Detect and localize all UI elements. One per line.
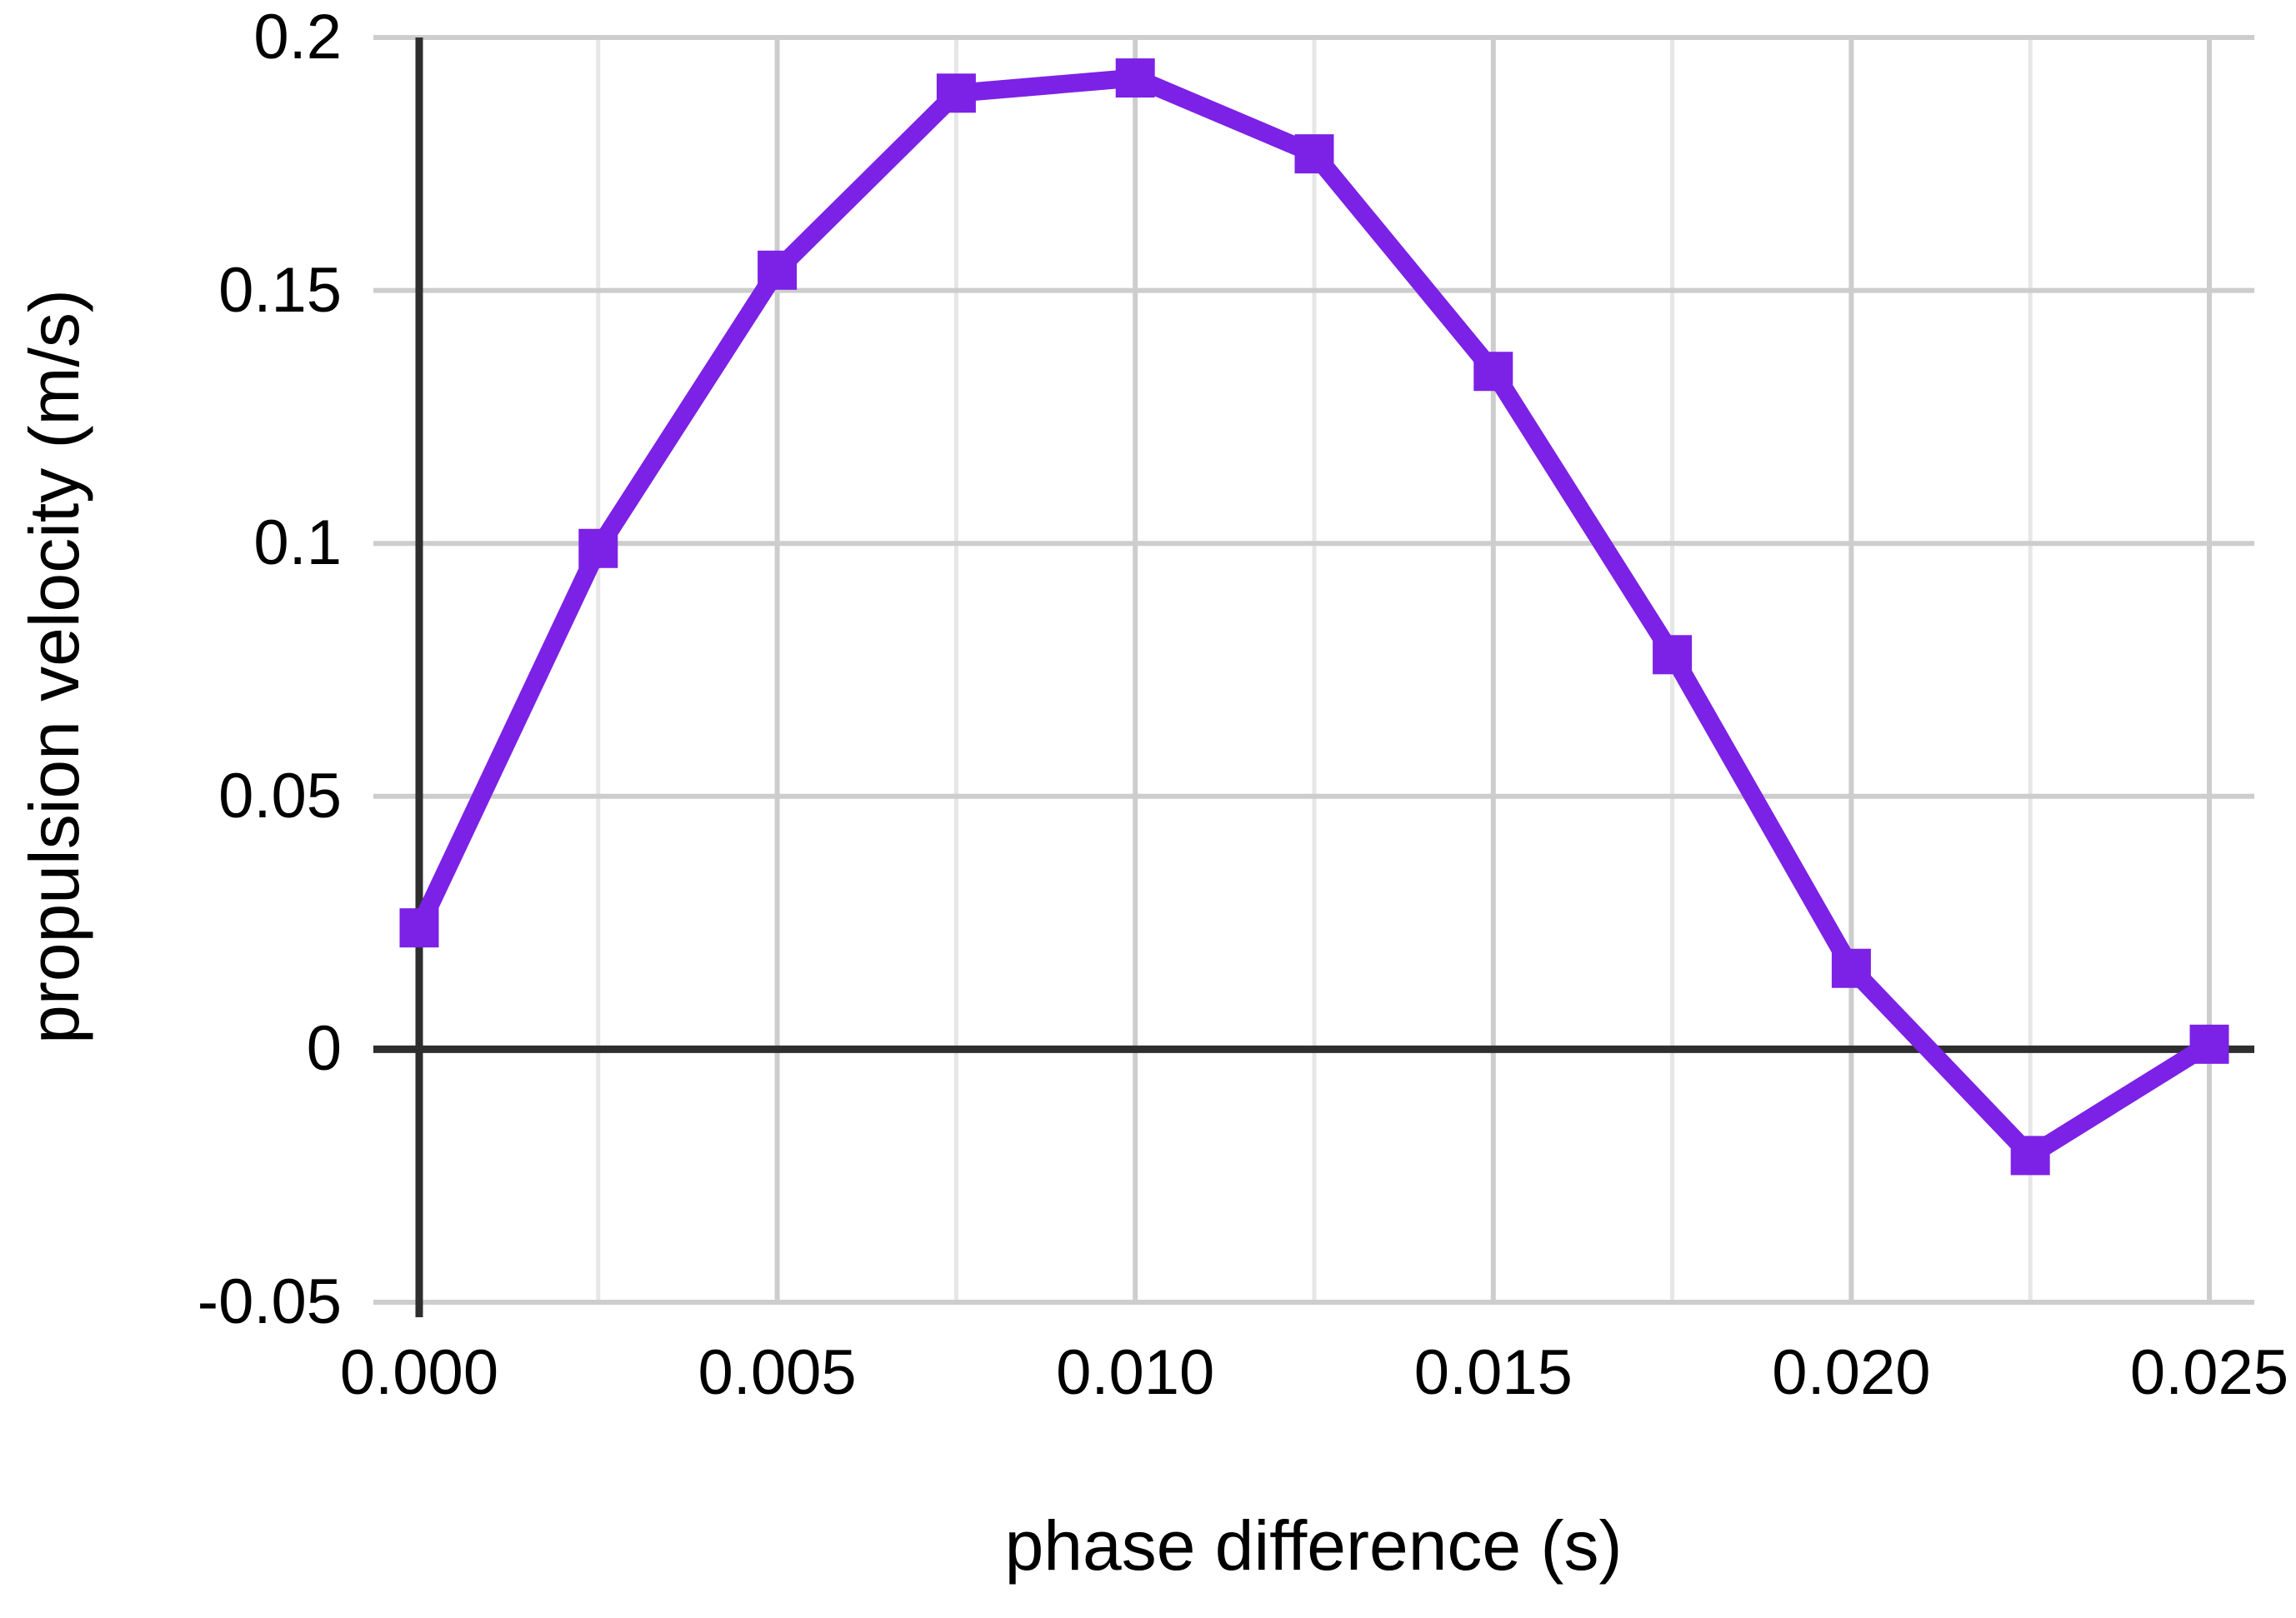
- data-point-marker: [399, 908, 439, 948]
- data-point-marker: [936, 73, 976, 113]
- x-axis-title: phase difference (s): [1004, 1506, 1623, 1585]
- y-axis-title: propulsion velocity (m/s): [15, 289, 93, 1044]
- data-point-marker: [1831, 948, 1871, 988]
- y-tick-label: 0.15: [218, 254, 342, 326]
- x-tick-label: 0.000: [339, 1337, 499, 1408]
- y-tick-label: 0: [306, 1013, 342, 1085]
- data-point-marker: [2189, 1024, 2229, 1064]
- y-tick-label: 0.2: [253, 2, 342, 72]
- data-point-marker: [578, 528, 618, 568]
- data-point-marker: [1473, 352, 1513, 392]
- data-point-marker: [1294, 134, 1334, 174]
- data-point-marker: [2010, 1136, 2050, 1176]
- y-tick-label: 0.1: [253, 507, 342, 579]
- y-tick-label: 0.05: [218, 760, 342, 831]
- x-tick-label: 0.010: [1056, 1337, 1215, 1408]
- x-tick-label: 0.025: [2129, 1337, 2289, 1408]
- data-point-marker: [1115, 58, 1155, 98]
- y-tick-label: -0.05: [197, 1266, 342, 1337]
- x-tick-label: 0.020: [1772, 1337, 1931, 1408]
- data-point-marker: [758, 250, 798, 290]
- data-point-marker: [1653, 635, 1693, 675]
- x-tick-label: 0.015: [1413, 1337, 1573, 1408]
- x-tick-label: 0.005: [698, 1337, 857, 1408]
